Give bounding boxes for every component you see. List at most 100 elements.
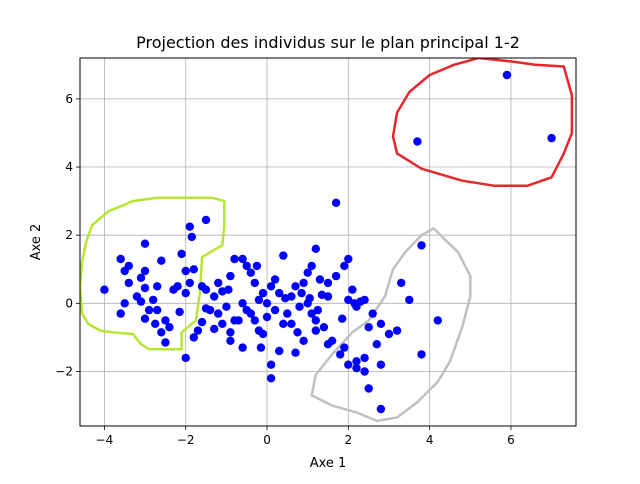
data-point bbox=[181, 353, 190, 363]
data-point bbox=[281, 294, 290, 303]
data-point bbox=[226, 271, 235, 281]
x-tick-label: 6 bbox=[507, 433, 515, 447]
data-point bbox=[376, 404, 386, 414]
data-point bbox=[161, 338, 170, 347]
data-point bbox=[291, 348, 300, 357]
data-point bbox=[372, 340, 381, 349]
y-tick-label: 2 bbox=[65, 228, 73, 242]
data-point bbox=[313, 305, 322, 315]
data-point bbox=[397, 278, 406, 288]
data-point bbox=[116, 309, 125, 318]
data-point bbox=[340, 343, 349, 352]
data-point bbox=[331, 198, 341, 207]
data-point bbox=[344, 295, 353, 305]
data-point bbox=[254, 326, 264, 335]
data-point bbox=[279, 319, 288, 328]
data-point bbox=[360, 353, 369, 363]
data-point bbox=[299, 336, 308, 345]
data-point bbox=[157, 328, 166, 337]
data-point bbox=[226, 328, 235, 337]
data-point bbox=[234, 316, 243, 325]
data-point bbox=[262, 312, 272, 322]
data-point bbox=[210, 292, 219, 301]
data-point bbox=[262, 299, 272, 308]
data-point bbox=[344, 254, 353, 264]
x-tick-label: −4 bbox=[96, 433, 114, 447]
data-point bbox=[315, 275, 325, 284]
data-point bbox=[311, 326, 320, 335]
x-tick-label: −2 bbox=[177, 433, 195, 447]
data-point bbox=[175, 307, 184, 317]
data-point bbox=[299, 278, 308, 288]
data-point bbox=[283, 309, 292, 318]
data-point bbox=[405, 295, 414, 305]
axis-ticks: −4 −2 0 2 4 6 −2 0 2 4 6 bbox=[55, 92, 514, 447]
data-point bbox=[136, 273, 146, 282]
data-point bbox=[502, 70, 512, 80]
data-point bbox=[120, 266, 129, 276]
data-point bbox=[201, 285, 211, 294]
y-tick-label: 4 bbox=[65, 160, 73, 174]
data-point bbox=[338, 314, 347, 323]
data-point bbox=[224, 285, 233, 294]
data-point bbox=[157, 256, 166, 265]
data-point bbox=[226, 336, 235, 345]
y-tick-label: 0 bbox=[65, 296, 73, 310]
data-point bbox=[116, 254, 125, 264]
data-point bbox=[165, 323, 174, 332]
data-point bbox=[181, 288, 190, 298]
data-point bbox=[331, 271, 341, 281]
data-point bbox=[275, 288, 284, 298]
data-point bbox=[279, 251, 288, 260]
data-point bbox=[323, 278, 333, 288]
data-point bbox=[189, 265, 198, 274]
data-point bbox=[250, 278, 259, 288]
y-axis-label: Axe 2 bbox=[29, 224, 44, 261]
data-point bbox=[193, 326, 203, 335]
x-tick-label: 4 bbox=[426, 433, 434, 447]
x-tick-label: 2 bbox=[345, 433, 353, 447]
data-point bbox=[307, 261, 316, 271]
data-point bbox=[181, 266, 190, 276]
green-outline bbox=[80, 196, 226, 351]
data-point bbox=[392, 326, 402, 335]
data-point bbox=[352, 363, 361, 373]
data-point bbox=[169, 285, 178, 294]
data-point bbox=[384, 329, 394, 339]
y-tick-label: 6 bbox=[65, 92, 73, 106]
data-point bbox=[352, 357, 361, 366]
data-point bbox=[275, 346, 284, 356]
data-point bbox=[246, 309, 255, 318]
data-point bbox=[222, 302, 231, 311]
data-point bbox=[287, 319, 296, 328]
data-point bbox=[252, 261, 262, 271]
data-point bbox=[201, 215, 211, 225]
data-point bbox=[364, 323, 373, 332]
data-point bbox=[151, 319, 160, 328]
data-point bbox=[266, 374, 276, 383]
data-point bbox=[364, 384, 373, 393]
data-point bbox=[242, 261, 251, 271]
data-point bbox=[140, 239, 150, 248]
outline-annotations bbox=[80, 58, 574, 423]
data-point bbox=[246, 268, 255, 277]
data-point bbox=[348, 285, 357, 294]
data-point bbox=[197, 317, 207, 327]
data-point bbox=[189, 333, 198, 342]
data-point bbox=[254, 295, 264, 305]
data-point bbox=[266, 360, 276, 369]
data-point bbox=[270, 305, 280, 315]
data-point bbox=[413, 137, 422, 146]
data-point bbox=[100, 285, 109, 294]
data-point bbox=[214, 278, 223, 288]
data-point bbox=[311, 316, 320, 325]
data-point bbox=[433, 316, 442, 325]
data-point bbox=[149, 295, 158, 305]
data-point bbox=[417, 350, 426, 359]
data-point bbox=[124, 278, 133, 288]
data-point bbox=[161, 316, 170, 325]
data-point bbox=[136, 297, 146, 306]
data-point bbox=[144, 305, 154, 315]
data-point bbox=[376, 319, 386, 328]
